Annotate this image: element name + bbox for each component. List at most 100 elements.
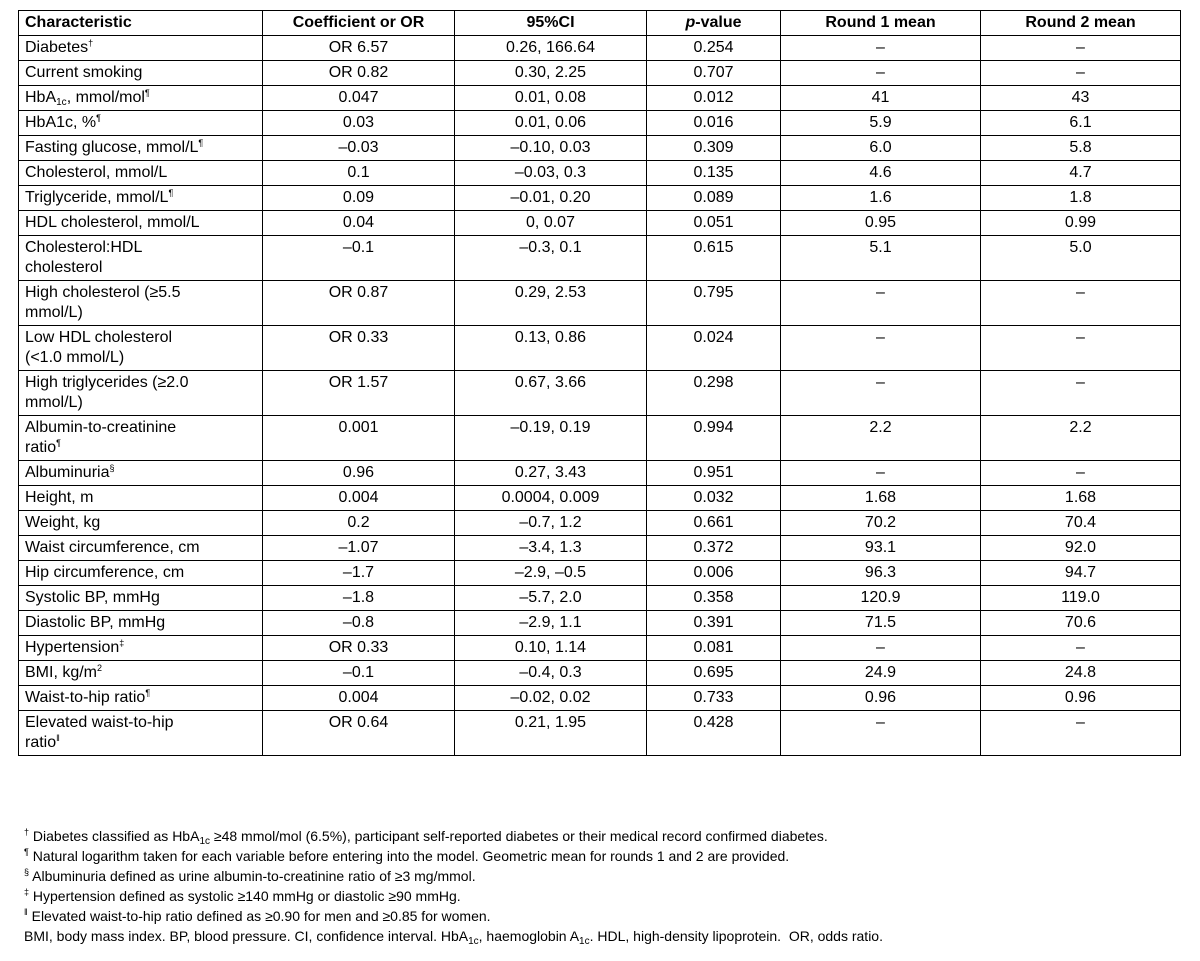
row-label: Current smoking bbox=[18, 60, 263, 86]
text: –5.7, 2.0 bbox=[519, 589, 582, 606]
cell: 0.27, 3.43 bbox=[454, 460, 647, 486]
text: 5.0 bbox=[1069, 239, 1092, 256]
text: Characteristic bbox=[25, 14, 132, 31]
cell: 119.0 bbox=[980, 585, 1181, 611]
text: 41 bbox=[871, 89, 890, 106]
cell: 5.0 bbox=[980, 235, 1181, 281]
cell: 4.6 bbox=[780, 160, 981, 186]
header-cell: 95%CI bbox=[454, 10, 647, 36]
cell: 0.2 bbox=[262, 510, 455, 536]
text: 0.135 bbox=[693, 164, 734, 181]
cell: – bbox=[780, 60, 981, 86]
cell: –1.07 bbox=[262, 535, 455, 561]
header-cell: Round 2 mean bbox=[980, 10, 1181, 36]
cell: 6.1 bbox=[980, 110, 1181, 136]
cell: –0.03, 0.3 bbox=[454, 160, 647, 186]
cell: 0.004 bbox=[262, 685, 455, 711]
row-label: Hypertension‡ bbox=[18, 635, 263, 661]
cell: 0.032 bbox=[646, 485, 781, 511]
text: 0.006 bbox=[693, 564, 734, 581]
cell: – bbox=[780, 635, 981, 661]
text: 70.4 bbox=[1064, 514, 1097, 531]
text: 0.67, 3.66 bbox=[514, 374, 587, 391]
table-row: Hypertension‡ OR 0.33 0.10, 1.14 0.081 – – bbox=[18, 635, 1181, 661]
cell: 0.254 bbox=[646, 35, 781, 61]
text: –0.19, 0.19 bbox=[510, 419, 591, 436]
text: 0.0004, 0.009 bbox=[501, 489, 600, 506]
superscript: † bbox=[88, 38, 94, 48]
cell: –0.1 bbox=[262, 235, 455, 281]
text: OR 0.33 bbox=[328, 329, 389, 346]
cell: –0.19, 0.19 bbox=[454, 415, 647, 461]
cell: 0.615 bbox=[646, 235, 781, 281]
cell: 0.016 bbox=[646, 110, 781, 136]
text: 119.0 bbox=[1061, 589, 1100, 606]
text: 0.30, 2.25 bbox=[514, 64, 587, 81]
cell: 96.3 bbox=[780, 560, 981, 586]
cell: 0.29, 2.53 bbox=[454, 280, 647, 326]
cell: 0.09 bbox=[262, 185, 455, 211]
cell: 0.661 bbox=[646, 510, 781, 536]
text: 96.3 bbox=[864, 564, 897, 581]
text: Elevated waist-to-hip ratio bbox=[25, 714, 178, 751]
row-label: Waist-to-hip ratio¶ bbox=[18, 685, 263, 711]
superscript: ‡ bbox=[119, 638, 125, 648]
table-row: Low HDL cholesterol (<1.0 mmol/L) OR 0.33… bbox=[18, 325, 1181, 371]
text: 0.26, 166.64 bbox=[506, 39, 595, 56]
subscript: 1c bbox=[199, 836, 210, 847]
text: –2.9, –0.5 bbox=[514, 564, 587, 581]
text: Hypertension bbox=[25, 639, 120, 656]
text: – bbox=[1076, 464, 1085, 481]
text: 0.615 bbox=[693, 239, 734, 256]
cell: –0.4, 0.3 bbox=[454, 660, 647, 686]
text: Natural logarithm taken for each variabl… bbox=[28, 848, 790, 864]
cell: 93.1 bbox=[780, 535, 981, 561]
text: Hypertension defined as systolic ≥140 mm… bbox=[29, 888, 461, 904]
text: – bbox=[1076, 374, 1085, 391]
cell: –0.02, 0.02 bbox=[454, 685, 647, 711]
cell: 0.67, 3.66 bbox=[454, 370, 647, 416]
row-label: HbA1c, %¶ bbox=[18, 110, 263, 136]
text: 1.8 bbox=[1069, 189, 1092, 206]
row-label: Low HDL cholesterol (<1.0 mmol/L) bbox=[18, 325, 263, 371]
cell: 70.6 bbox=[980, 610, 1181, 636]
cell: –0.10, 0.03 bbox=[454, 135, 647, 161]
text: Hip circumference, cm bbox=[25, 564, 185, 581]
text: Diastolic BP, mmHg bbox=[25, 614, 166, 631]
cell: 120.9 bbox=[780, 585, 981, 611]
cell: 0.733 bbox=[646, 685, 781, 711]
table-row: Current smoking OR 0.82 0.30, 2.25 0.707 – – bbox=[18, 60, 1181, 86]
cell: –5.7, 2.0 bbox=[454, 585, 647, 611]
text: 0.298 bbox=[693, 374, 734, 391]
row-label: Diastolic BP, mmHg bbox=[18, 610, 263, 636]
row-label: Elevated waist-to-hip ratioǁ bbox=[18, 710, 263, 756]
text: 0.10, 1.14 bbox=[514, 639, 587, 656]
cell: 0.298 bbox=[646, 370, 781, 416]
text: HbA bbox=[25, 89, 57, 106]
text: 24.9 bbox=[864, 664, 897, 681]
cell: 0.96 bbox=[262, 460, 455, 486]
text: – bbox=[876, 39, 885, 56]
cell: –0.1 bbox=[262, 660, 455, 686]
text: HDL cholesterol, mmol/L bbox=[25, 214, 200, 231]
text: 92.0 bbox=[1064, 539, 1097, 556]
table-row: High cholesterol (≥5.5 mmol/L) OR 0.87 0.2… bbox=[18, 280, 1181, 326]
cell: 6.0 bbox=[780, 135, 981, 161]
text: 0.661 bbox=[693, 514, 734, 531]
cell: – bbox=[980, 35, 1181, 61]
text: – bbox=[876, 284, 885, 301]
text: – bbox=[876, 374, 885, 391]
cell: 4.7 bbox=[980, 160, 1181, 186]
text: 4.7 bbox=[1069, 164, 1092, 181]
header-cell: Coefficient or OR bbox=[262, 10, 455, 36]
text: 0.012 bbox=[693, 89, 734, 106]
text: Weight, kg bbox=[25, 514, 101, 531]
text: – bbox=[1076, 64, 1085, 81]
text: , mmol/mol bbox=[66, 89, 145, 106]
cell: 0.358 bbox=[646, 585, 781, 611]
cell: 0.01, 0.08 bbox=[454, 85, 647, 111]
text: 0, 0.07 bbox=[526, 214, 575, 231]
cell: 0.13, 0.86 bbox=[454, 325, 647, 371]
cell: 2.2 bbox=[980, 415, 1181, 461]
text: –0.02, 0.02 bbox=[510, 689, 591, 706]
